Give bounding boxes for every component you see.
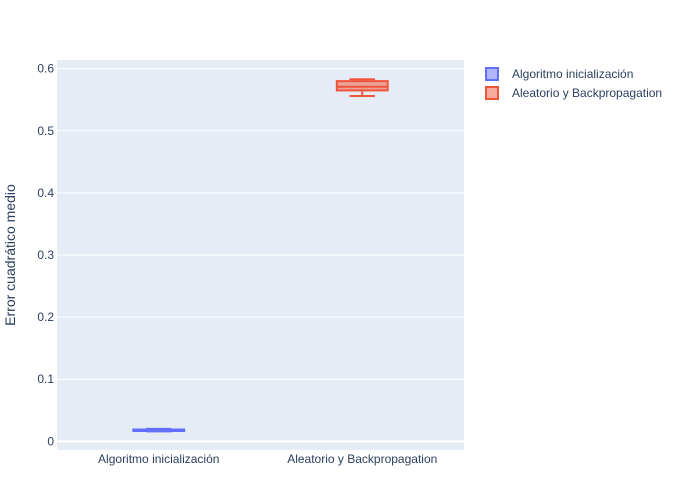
y-axis-title: Error cuadrático medio (2, 184, 18, 326)
box-traces (132, 78, 389, 433)
y-tick-label: 0.1 (37, 372, 54, 386)
y-tick-label: 0 (47, 434, 54, 448)
legend-swatch (485, 67, 499, 81)
legend-label: Algoritmo inicialización (512, 67, 633, 81)
x-tick-labels: Algoritmo inicialización Aleatorio y Back… (98, 452, 437, 466)
y-tick-label: 0.4 (37, 186, 54, 200)
legend-item[interactable]: Aleatorio y Backpropagation (485, 86, 662, 100)
y-tick-label: 0.6 (37, 62, 54, 76)
x-tick-label: Algoritmo inicialización (98, 452, 219, 466)
legend-label: Aleatorio y Backpropagation (512, 86, 662, 100)
x-tick-label: Aleatorio y Backpropagation (287, 452, 437, 466)
y-tick-labels: 0 0.1 0.2 0.3 0.4 0.5 0.6 (37, 62, 54, 449)
legend-item[interactable]: Algoritmo inicialización (485, 67, 633, 81)
box-aleatorio-y-backpropagation[interactable] (335, 78, 389, 98)
y-tick-label: 0.2 (37, 310, 54, 324)
y-tick-label: 0.3 (37, 248, 54, 262)
legend[interactable]: Algoritmo inicialización Aleatorio y Back… (485, 67, 662, 100)
legend-swatch (485, 86, 499, 100)
y-tick-label: 0.5 (37, 124, 54, 138)
box-algoritmo-inicializaci-n[interactable] (132, 427, 186, 433)
grid (57, 68, 464, 443)
